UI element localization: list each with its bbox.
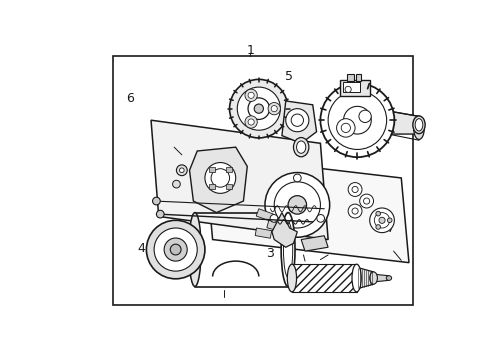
Circle shape <box>152 197 160 205</box>
Circle shape <box>265 172 330 237</box>
Circle shape <box>360 194 373 208</box>
Polygon shape <box>113 56 413 305</box>
Ellipse shape <box>296 141 306 153</box>
Bar <box>267 220 284 232</box>
Circle shape <box>370 208 394 233</box>
Polygon shape <box>151 120 328 239</box>
Text: 5: 5 <box>285 70 293 83</box>
Circle shape <box>176 165 187 176</box>
Circle shape <box>294 174 301 182</box>
Circle shape <box>379 217 385 223</box>
Circle shape <box>179 168 184 172</box>
Circle shape <box>364 198 369 204</box>
Ellipse shape <box>414 116 424 139</box>
Polygon shape <box>373 274 389 282</box>
Circle shape <box>345 86 351 93</box>
Circle shape <box>248 98 270 120</box>
Circle shape <box>171 244 181 255</box>
Circle shape <box>270 215 278 222</box>
Ellipse shape <box>352 264 361 292</box>
Bar <box>255 228 271 238</box>
Circle shape <box>341 123 350 132</box>
Ellipse shape <box>287 264 296 292</box>
Ellipse shape <box>415 119 423 131</box>
Circle shape <box>154 228 197 271</box>
Circle shape <box>237 87 280 130</box>
Text: 7: 7 <box>387 222 395 235</box>
Bar <box>226 184 232 189</box>
Bar <box>226 167 232 172</box>
Circle shape <box>348 183 362 197</box>
Circle shape <box>288 195 307 214</box>
Text: 4: 4 <box>138 242 146 255</box>
Ellipse shape <box>281 213 295 287</box>
Circle shape <box>147 220 205 279</box>
Circle shape <box>359 110 371 122</box>
Polygon shape <box>190 147 247 213</box>
Circle shape <box>388 218 392 222</box>
Circle shape <box>156 210 164 218</box>
Ellipse shape <box>283 222 293 277</box>
Polygon shape <box>357 267 373 289</box>
Text: 1: 1 <box>246 44 254 57</box>
Circle shape <box>268 103 280 115</box>
Circle shape <box>291 114 303 126</box>
Ellipse shape <box>294 138 309 157</box>
Circle shape <box>271 105 277 112</box>
Circle shape <box>274 182 320 228</box>
Circle shape <box>205 163 236 193</box>
Ellipse shape <box>189 213 201 287</box>
Polygon shape <box>388 111 419 134</box>
Circle shape <box>337 119 355 137</box>
Text: 3: 3 <box>266 247 274 260</box>
Polygon shape <box>340 80 370 95</box>
Bar <box>356 74 361 81</box>
Bar <box>256 209 273 221</box>
Circle shape <box>376 211 381 216</box>
Ellipse shape <box>413 116 425 134</box>
Circle shape <box>376 225 381 229</box>
Circle shape <box>320 83 394 157</box>
Circle shape <box>245 116 257 128</box>
Bar <box>343 82 360 93</box>
Circle shape <box>352 208 358 214</box>
Circle shape <box>348 204 362 218</box>
Bar <box>209 184 215 189</box>
Ellipse shape <box>386 276 392 280</box>
Polygon shape <box>301 236 328 251</box>
Polygon shape <box>205 155 409 263</box>
Circle shape <box>245 89 257 102</box>
Polygon shape <box>272 213 297 247</box>
Circle shape <box>248 92 254 98</box>
Circle shape <box>286 109 309 132</box>
Bar <box>209 167 215 172</box>
Circle shape <box>211 169 229 187</box>
Text: 2: 2 <box>334 125 342 138</box>
Polygon shape <box>282 101 317 143</box>
Circle shape <box>343 106 371 134</box>
Circle shape <box>172 180 180 188</box>
Circle shape <box>352 186 358 193</box>
Bar <box>347 74 354 81</box>
Text: 6: 6 <box>126 92 134 105</box>
Circle shape <box>317 215 324 222</box>
Circle shape <box>229 80 288 138</box>
Circle shape <box>328 91 387 149</box>
Circle shape <box>164 238 187 261</box>
Circle shape <box>254 104 264 113</box>
Circle shape <box>374 213 390 228</box>
Ellipse shape <box>369 272 377 284</box>
Circle shape <box>248 119 254 125</box>
Polygon shape <box>292 264 357 292</box>
